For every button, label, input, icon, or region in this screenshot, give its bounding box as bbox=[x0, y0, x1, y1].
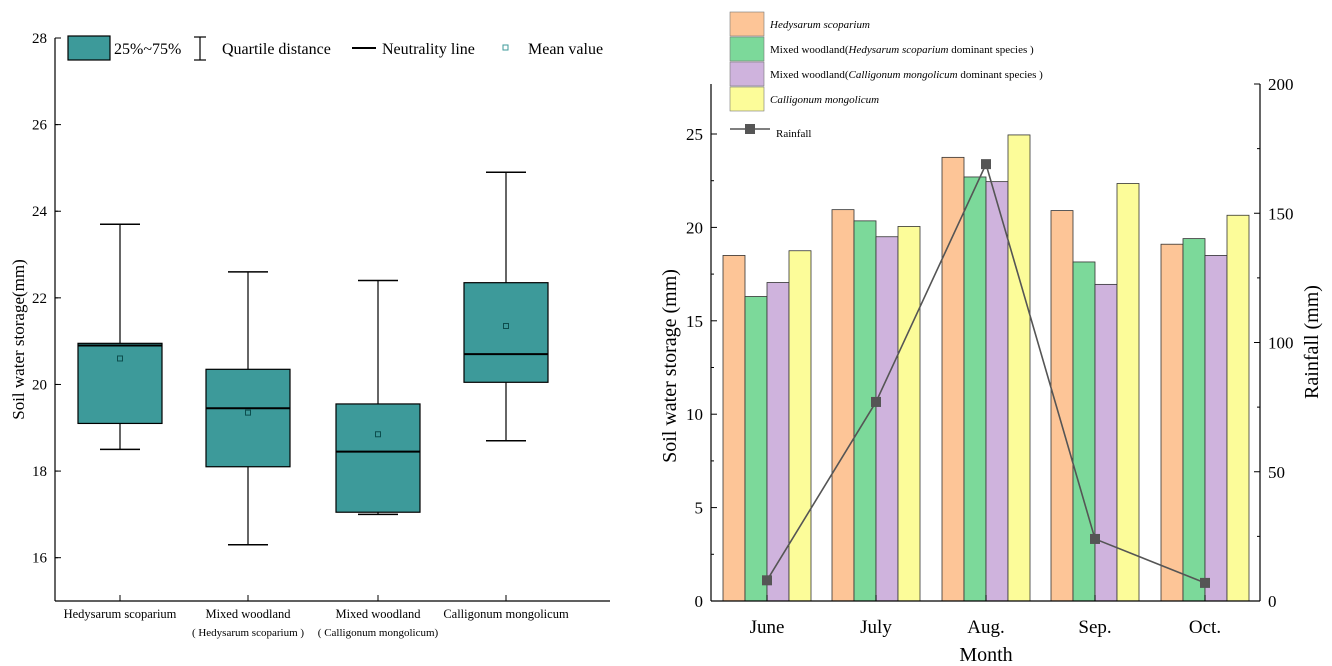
mean-marker bbox=[375, 431, 381, 438]
bar-mixed-calligonum bbox=[1094, 283, 1118, 602]
y-axis-title: Soil water storage(mm) bbox=[9, 259, 28, 420]
mean-marker bbox=[245, 409, 251, 416]
y-tick-label: 22 bbox=[32, 291, 47, 307]
y-tick-label: 24 bbox=[32, 204, 48, 220]
legend-rainfall-marker bbox=[745, 124, 755, 134]
bar-mixed-calligonum bbox=[875, 236, 899, 602]
legend-swatch bbox=[729, 61, 765, 87]
legend-label-species: Hedysarum scoparium bbox=[769, 19, 870, 31]
bar-hedysarum bbox=[941, 156, 965, 602]
x-tick-label: Sep. bbox=[1078, 617, 1111, 638]
x-tick-label: Mixed woodland bbox=[335, 607, 421, 621]
y-tick-label: 16 bbox=[32, 551, 48, 567]
bar-hedysarum bbox=[831, 209, 855, 602]
mean-marker bbox=[503, 322, 509, 329]
y2-tick-label: 50 bbox=[1268, 463, 1285, 482]
y2-tick-label: 0 bbox=[1268, 592, 1277, 611]
y-tick-label: 26 bbox=[32, 118, 48, 134]
legend-label-species: Calligonum mongolicum bbox=[770, 94, 879, 106]
bar-mixed-calligonum bbox=[766, 282, 790, 602]
legend-box-swatch bbox=[67, 35, 111, 61]
bar-mixed-hedysarum bbox=[853, 220, 877, 602]
bar-mixed-calligonum bbox=[985, 181, 1009, 602]
bar-mixed-hedysarum bbox=[744, 296, 768, 602]
legend-label: Calligonum mongolicum bbox=[770, 94, 879, 106]
x-axis-title: Month bbox=[959, 644, 1012, 666]
y-tick-label: 25 bbox=[686, 125, 703, 144]
legend-label-text: Mixed woodland( bbox=[770, 44, 849, 56]
y2-tick-label: 150 bbox=[1268, 204, 1294, 223]
bar-mixed-hedysarum bbox=[1182, 238, 1206, 602]
y-axis-title-right: Rainfall (mm) bbox=[1301, 285, 1323, 399]
y-tick-label: 0 bbox=[695, 592, 704, 611]
legend-label: Hedysarum scoparium bbox=[769, 19, 870, 31]
legend-median-label: Neutrality line bbox=[382, 41, 475, 58]
bar-mixed-hedysarum bbox=[963, 176, 987, 602]
bar-line-chart: 0 5 10 15 20 25 0 50 100 150 200 June July Aug. Sep. Oc… bbox=[659, 11, 1323, 666]
legend-label: Mixed woodland(Hedysarum scoparium domin… bbox=[770, 44, 1034, 56]
legend-box-label: 25%~75% bbox=[114, 41, 181, 58]
box-iqr bbox=[463, 282, 549, 383]
box-iqr bbox=[335, 403, 421, 513]
rainfall-point bbox=[762, 575, 772, 586]
x-tick-label: June bbox=[750, 617, 785, 638]
legend-label-text: dominant species ) bbox=[958, 69, 1044, 81]
y-tick-label: 28 bbox=[32, 31, 47, 47]
legend-mean-symbol bbox=[502, 44, 509, 51]
box-iqr bbox=[205, 368, 291, 468]
bar-hedysarum bbox=[1160, 243, 1184, 602]
box-plot-chart: 16 18 20 22 24 26 28 Soil water storage(mm) 25%~… bbox=[9, 31, 610, 639]
y-tick-label: 18 bbox=[32, 464, 47, 480]
bar-calligonum bbox=[788, 250, 812, 602]
bar-calligonum bbox=[1007, 134, 1031, 602]
bar-mixed-calligonum bbox=[1204, 255, 1228, 602]
x-tick-label: Mixed woodland bbox=[205, 607, 291, 621]
legend-label-species: Hedysarum scoparium bbox=[848, 44, 949, 56]
legend-label-text: Mixed woodland( bbox=[770, 69, 849, 81]
bar-hedysarum bbox=[1050, 210, 1074, 602]
x-tick-label: Hedysarum scoparium bbox=[64, 607, 177, 621]
legend-label-species: Calligonum mongolicum bbox=[849, 69, 958, 81]
y2-tick-label: 200 bbox=[1268, 75, 1294, 94]
legend-label: Mixed woodland(Calligonum mongolicum dom… bbox=[770, 69, 1043, 81]
x-tick-label-sub: ( Calligonum mongolicum) bbox=[318, 627, 439, 639]
mean-marker bbox=[117, 355, 123, 362]
x-tick-label: Calligonum mongolicum bbox=[443, 607, 569, 621]
x-tick-label: July bbox=[860, 617, 892, 638]
bar-calligonum bbox=[897, 226, 921, 602]
y-tick-label: 20 bbox=[686, 218, 703, 237]
bar-hedysarum bbox=[722, 255, 746, 602]
y-tick-label: 5 bbox=[695, 499, 704, 518]
legend-swatch bbox=[729, 86, 765, 112]
rainfall-point bbox=[1090, 533, 1100, 544]
legend-label-text: dominant species ) bbox=[948, 44, 1034, 56]
x-tick-label: Oct. bbox=[1189, 617, 1221, 638]
bar-mixed-hedysarum bbox=[1072, 261, 1096, 602]
bar-calligonum bbox=[1226, 214, 1250, 602]
legend-swatch bbox=[729, 36, 765, 62]
y-tick-label: 20 bbox=[32, 377, 47, 393]
bar-calligonum bbox=[1116, 183, 1140, 602]
y-axis-title-left: Soil water storage (mm) bbox=[659, 269, 681, 463]
y-tick-label: 15 bbox=[686, 312, 703, 331]
x-tick-label: Aug. bbox=[967, 617, 1004, 638]
y-tick-label: 10 bbox=[686, 405, 703, 424]
x-tick-label-sub: ( Hedysarum scoparium ) bbox=[192, 627, 304, 639]
legend-mean-label: Mean value bbox=[528, 41, 603, 58]
rainfall-point bbox=[1200, 577, 1210, 588]
legend-whisker-label: Quartile distance bbox=[222, 41, 331, 58]
box-iqr bbox=[77, 342, 163, 425]
rainfall-point bbox=[871, 396, 881, 407]
rainfall-point bbox=[981, 159, 991, 170]
y2-tick-label: 100 bbox=[1268, 334, 1294, 353]
legend-rainfall-label: Rainfall bbox=[776, 128, 811, 140]
legend-swatch bbox=[729, 11, 765, 37]
